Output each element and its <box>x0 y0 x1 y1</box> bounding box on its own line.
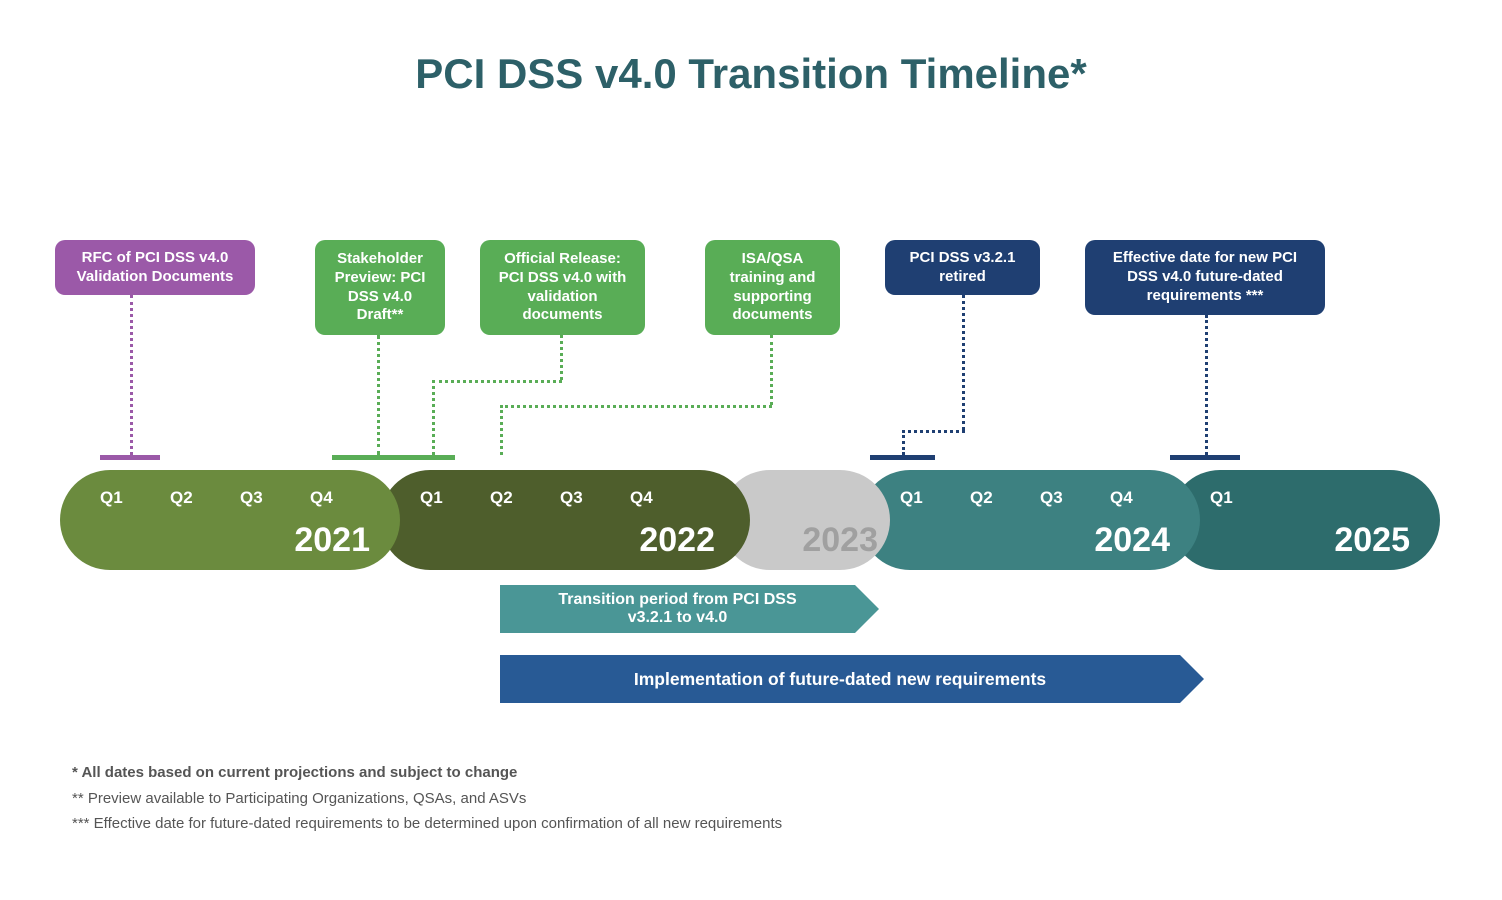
connector-vertical <box>432 380 435 455</box>
connector-horizontal <box>432 380 562 383</box>
year-pill-2025: Q1 2025 <box>1170 470 1440 570</box>
timeline-tick <box>1170 455 1240 460</box>
quarter-label: Q1 <box>100 488 170 508</box>
connector-vertical <box>560 335 563 380</box>
quarter-label: Q2 <box>970 488 1040 508</box>
year-label: 2025 <box>1334 521 1410 560</box>
quarters-row: Q1Q2Q3Q4 <box>380 488 750 508</box>
quarter-label: Q4 <box>1110 488 1180 508</box>
callout-stake: Stakeholder Preview: PCI DSS v4.0 Draft*… <box>315 240 445 335</box>
quarter-label: Q4 <box>310 488 380 508</box>
callout-isaqsa: ISA/QSA training and supporting document… <box>705 240 840 335</box>
page-title: PCI DSS v4.0 Transition Timeline* <box>0 50 1502 98</box>
quarter-label: Q4 <box>630 488 700 508</box>
footnote-3: *** Effective date for future-dated requ… <box>72 811 782 837</box>
quarters-row: Q1Q2Q3Q4 <box>860 488 1200 508</box>
quarter-label: Q3 <box>560 488 630 508</box>
year-pill-2021: Q1Q2Q3Q4 2021 <box>60 470 400 570</box>
connector-horizontal <box>500 405 772 408</box>
callout-effective: Effective date for new PCI DSS v4.0 futu… <box>1085 240 1325 315</box>
connector-vertical <box>130 295 133 455</box>
quarter-label: Q2 <box>170 488 240 508</box>
quarter-label: Q2 <box>490 488 560 508</box>
arrow-band: Implementation of future-dated new requi… <box>500 655 1180 703</box>
callout-retired: PCI DSS v3.2.1 retired <box>885 240 1040 295</box>
year-label: 2024 <box>1094 521 1170 560</box>
year-label: 2023 <box>802 521 878 560</box>
connector-vertical <box>962 295 965 430</box>
connector-vertical <box>770 335 773 405</box>
timeline-tick <box>100 455 160 460</box>
arrow-tip <box>1180 655 1204 703</box>
year-label: 2021 <box>294 521 370 560</box>
quarter-label: Q1 <box>1210 488 1280 508</box>
footnote-2: ** Preview available to Participating Or… <box>72 786 782 812</box>
quarter-label: Q1 <box>420 488 490 508</box>
connector-horizontal <box>902 430 965 433</box>
connector-vertical <box>902 430 905 455</box>
timeline-tick <box>410 455 455 460</box>
quarter-label: Q1 <box>900 488 970 508</box>
connector-vertical <box>1205 315 1208 455</box>
timeline-track: Q1Q2Q3Q42021Q1Q2Q3Q420222023Q1Q2Q3Q42024… <box>60 470 1440 570</box>
connector-vertical <box>500 405 503 455</box>
connector-vertical <box>377 335 380 455</box>
footnote-1: * All dates based on current projections… <box>72 760 782 786</box>
year-pill-2024: Q1Q2Q3Q4 2024 <box>860 470 1200 570</box>
timeline-tick <box>332 455 422 460</box>
quarters-row: Q1Q2Q3Q4 <box>60 488 400 508</box>
year-label: 2022 <box>639 521 715 560</box>
timeline-tick <box>870 455 935 460</box>
quarters-row: Q1 <box>1170 488 1440 508</box>
arrow-band: Transition period from PCI DSS v3.2.1 to… <box>500 585 855 633</box>
callout-official: Official Release: PCI DSS v4.0 with vali… <box>480 240 645 335</box>
year-pill-2022: Q1Q2Q3Q4 2022 <box>380 470 750 570</box>
footnotes: * All dates based on current projections… <box>72 760 782 837</box>
quarter-label: Q3 <box>240 488 310 508</box>
callout-rfc: RFC of PCI DSS v4.0 Validation Documents <box>55 240 255 295</box>
arrow-tip <box>855 585 879 633</box>
quarter-label: Q3 <box>1040 488 1110 508</box>
